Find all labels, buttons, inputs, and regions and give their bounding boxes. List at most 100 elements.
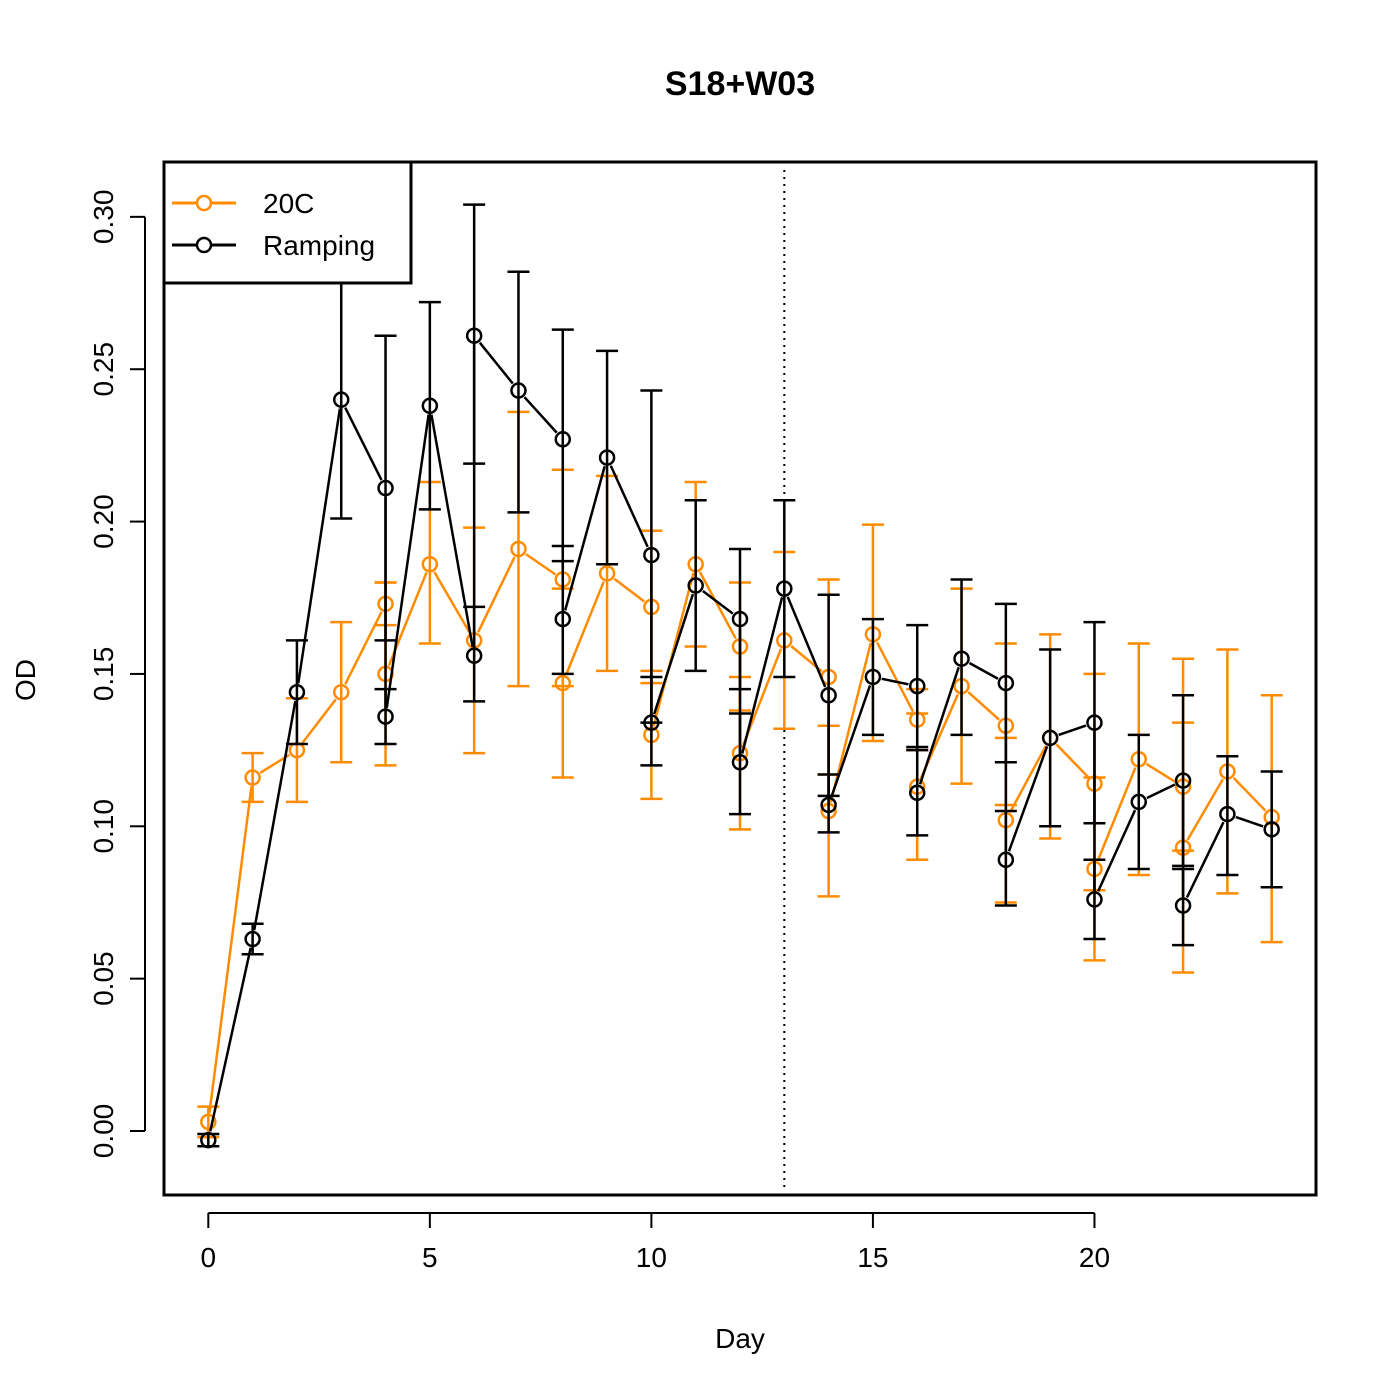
data-point xyxy=(510,382,527,399)
x-tick-label: 0 xyxy=(201,1242,217,1273)
series-segment xyxy=(1145,762,1177,784)
data-point xyxy=(554,610,572,628)
data-point xyxy=(864,668,882,686)
series-segment xyxy=(1055,743,1090,779)
data-point xyxy=(953,650,970,667)
series-segment xyxy=(563,465,606,611)
series-segment xyxy=(875,641,915,713)
series-segment xyxy=(881,677,909,686)
y-tick-label: 0.30 xyxy=(88,190,119,245)
data-point xyxy=(908,784,926,802)
y-tick-label: 0.10 xyxy=(88,799,119,854)
data-point xyxy=(244,769,261,786)
series-segment xyxy=(478,341,514,385)
data-point xyxy=(421,397,439,415)
data-point xyxy=(687,577,704,594)
series-segment xyxy=(252,700,297,931)
series-segment xyxy=(523,396,558,434)
y-tick-label: 0.25 xyxy=(88,342,119,397)
data-point xyxy=(731,610,749,628)
series-segment xyxy=(741,597,784,754)
series-segment xyxy=(613,577,645,603)
y-tick-label: 0.20 xyxy=(88,494,119,549)
data-point xyxy=(1263,821,1280,838)
data-point xyxy=(776,580,793,597)
series-segment xyxy=(433,571,471,634)
series-segment xyxy=(385,414,430,708)
series-segment xyxy=(1235,815,1264,828)
data-point xyxy=(377,708,394,725)
data-point xyxy=(554,431,572,448)
data-point xyxy=(997,851,1015,869)
x-tick-label: 20 xyxy=(1079,1242,1110,1273)
legend-item-20c: 20C xyxy=(172,188,314,219)
series-segment xyxy=(1096,767,1137,862)
legend-label-ramping: Ramping xyxy=(263,230,375,261)
data-point xyxy=(244,930,261,948)
data-point xyxy=(1086,714,1103,731)
data-point xyxy=(465,327,483,344)
series-segment xyxy=(698,571,737,640)
series-segment xyxy=(1185,821,1225,898)
x-axis-label: Day xyxy=(715,1323,765,1354)
x-tick-label: 10 xyxy=(636,1242,667,1273)
x-tick-label: 15 xyxy=(857,1242,888,1273)
y-axis: 0.00 0.05 0.10 0.15 0.20 0.25 0.30 xyxy=(88,190,146,1159)
legend-marker-ramping xyxy=(195,236,213,254)
data-point xyxy=(1219,805,1236,823)
data-point xyxy=(643,546,660,564)
data-point xyxy=(288,683,306,701)
series-segment xyxy=(652,593,695,715)
data-point xyxy=(1086,891,1103,908)
series-segment xyxy=(430,414,474,648)
data-point xyxy=(332,683,350,701)
series-segment xyxy=(1232,777,1267,812)
data-point xyxy=(731,754,749,771)
data-point xyxy=(421,555,439,573)
data-point xyxy=(820,796,837,814)
series-segment xyxy=(1146,783,1176,800)
series-segment xyxy=(1097,809,1137,892)
series-segment xyxy=(208,786,253,1114)
data-point xyxy=(200,1113,217,1131)
chart-title: S18+W03 xyxy=(665,65,815,103)
data-point xyxy=(643,714,660,731)
series-ramping xyxy=(197,203,1283,1149)
series-segment xyxy=(301,698,337,744)
data-point xyxy=(1174,897,1192,914)
legend-item-ramping: Ramping xyxy=(172,230,375,261)
x-axis: 0 5 10 15 20 xyxy=(201,1212,1110,1273)
y-tick-label: 0.05 xyxy=(88,951,119,1006)
x-tick-label: 5 xyxy=(422,1242,438,1273)
legend-box xyxy=(162,160,413,285)
series-segment xyxy=(918,666,960,785)
data-point xyxy=(1130,793,1148,811)
data-point xyxy=(465,647,483,664)
y-tick-label: 0.00 xyxy=(88,1104,119,1159)
series-segment xyxy=(967,691,1000,721)
series-segment xyxy=(564,581,605,676)
data-point xyxy=(510,540,527,558)
legend-marker-20c xyxy=(195,194,213,212)
series-segment xyxy=(968,661,999,680)
data-point xyxy=(820,687,837,704)
series-segment xyxy=(1007,745,1049,852)
series-segment xyxy=(786,596,827,688)
series-segment xyxy=(297,408,342,684)
data-point xyxy=(554,674,572,692)
y-tick-label: 0.15 xyxy=(88,647,119,702)
series-segment xyxy=(652,572,695,727)
data-point xyxy=(1041,729,1059,747)
data-point xyxy=(598,565,616,582)
legend: 20C Ramping xyxy=(162,160,413,285)
plot-frame xyxy=(162,160,1318,1197)
data-point xyxy=(200,1131,217,1149)
series-segment xyxy=(702,589,734,615)
y-axis-label: OD xyxy=(10,659,41,701)
series-segment xyxy=(476,556,516,633)
data-point xyxy=(908,677,926,695)
series-segment xyxy=(1186,778,1224,841)
series-segment xyxy=(830,685,872,797)
series-segment xyxy=(1009,745,1047,813)
